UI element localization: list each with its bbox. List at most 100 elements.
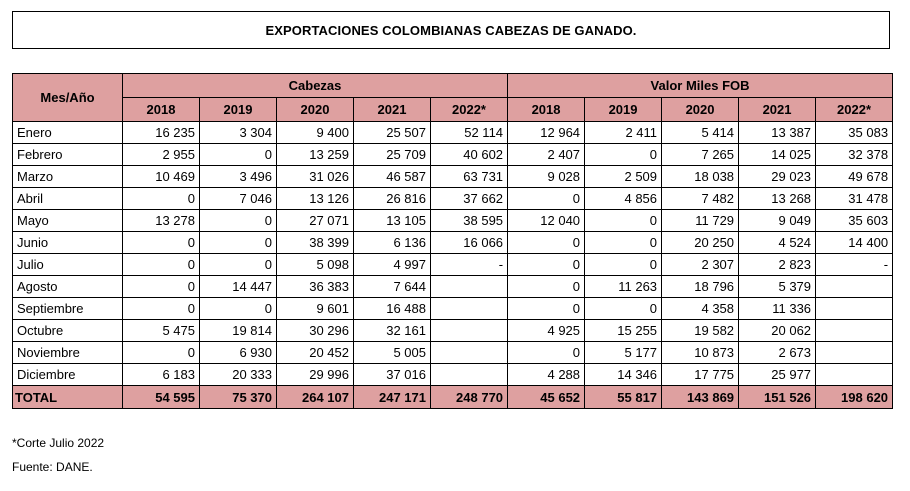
valor-value-cell: 17 775 (661, 363, 740, 386)
valor-value-cell: 0 (507, 253, 586, 276)
valor-value-cell: 20 062 (738, 319, 817, 342)
valor-value-cell: 0 (507, 297, 586, 320)
valor-value-cell: 49 678 (815, 165, 894, 188)
cabezas-value-cell: 0 (199, 297, 277, 320)
table-row: Febrero 2 955 0 13 259 25 709 40 602 2 407 0 7 2… (12, 143, 894, 166)
valor-value-cell: 4 925 (507, 319, 586, 342)
cabezas-year-header: 2020 (276, 97, 354, 122)
cabezas-value-cell (429, 363, 509, 386)
cabezas-year-header: 2019 (199, 97, 277, 122)
cabezas-value-cell: 40 602 (429, 143, 509, 166)
cabezas-year-header: 2018 (122, 97, 200, 122)
valor-value-cell: 2 411 (584, 121, 663, 144)
total-valor-cell: 198 620 (815, 385, 894, 409)
cabezas-value-cell: 6 183 (122, 363, 200, 386)
valor-value-cell: 31 478 (815, 187, 894, 210)
valor-value-cell: 14 025 (738, 143, 817, 166)
total-valor-cell: 151 526 (738, 385, 817, 409)
table-row: Abril 0 7 046 13 126 26 816 37 662 0 4 856 7 482… (12, 187, 894, 210)
cabezas-value-cell: 14 447 (199, 275, 277, 298)
cabezas-value-cell: 0 (199, 143, 277, 166)
footnote-fuente: Fuente: DANE. (12, 460, 93, 474)
valor-value-cell: 9 028 (507, 165, 586, 188)
month-cell: Noviembre (12, 341, 123, 364)
cabezas-year-header: 2022* (429, 97, 509, 122)
cabezas-value-cell: - (429, 253, 509, 276)
valor-value-cell: 0 (507, 187, 586, 210)
valor-year-header: 2019 (584, 97, 663, 122)
table-title-box: EXPORTACIONES COLOMBIANAS CABEZAS DE GAN… (12, 11, 890, 49)
valor-value-cell: 4 524 (738, 231, 817, 254)
cabezas-value-cell: 0 (122, 253, 200, 276)
cabezas-value-cell: 13 278 (122, 209, 200, 232)
cabezas-value-cell: 9 601 (276, 297, 354, 320)
valor-group-header: Valor Miles FOB (507, 73, 894, 98)
table-row: Julio 0 0 5 098 4 997-0 0 2 307 2 823- (12, 253, 894, 276)
footnote-corte: *Corte Julio 2022 (12, 436, 105, 450)
valor-value-cell: 2 673 (738, 341, 817, 364)
valor-value-cell: 29 023 (738, 165, 817, 188)
total-cabezas-cell: 247 171 (353, 385, 431, 409)
valor-value-cell (815, 275, 894, 298)
table-row: Enero 16 235 3 304 9 400 25 507 52 114 12 964 2… (12, 121, 894, 144)
valor-value-cell (815, 341, 894, 364)
valor-value-cell: 12 040 (507, 209, 586, 232)
valor-value-cell: 2 307 (661, 253, 740, 276)
total-valor-cell: 45 652 (507, 385, 586, 409)
cabezas-value-cell: 0 (122, 341, 200, 364)
valor-value-cell: 25 977 (738, 363, 817, 386)
cabezas-value-cell: 13 126 (276, 187, 354, 210)
cabezas-value-cell: 2 955 (122, 143, 200, 166)
cabezas-value-cell: 30 296 (276, 319, 354, 342)
valor-value-cell: 12 964 (507, 121, 586, 144)
valor-value-cell: 11 336 (738, 297, 817, 320)
table-row: Junio 0 0 38 399 6 136 16 066 0 0 20 250 4 524 14 … (12, 231, 894, 254)
cabezas-value-cell: 37 662 (429, 187, 509, 210)
valor-value-cell: 5 414 (661, 121, 740, 144)
cabezas-value-cell: 3 304 (199, 121, 277, 144)
cabezas-value-cell: 0 (199, 209, 277, 232)
valor-value-cell: 4 856 (584, 187, 663, 210)
valor-value-cell: 32 378 (815, 143, 894, 166)
valor-year-header: 2020 (661, 97, 740, 122)
month-cell: Septiembre (12, 297, 123, 320)
valor-value-cell: 0 (584, 209, 663, 232)
total-row: TOTAL 54 595 75 370 264 107 247 171 248 770 45… (12, 385, 894, 409)
cabezas-value-cell: 4 997 (353, 253, 431, 276)
cabezas-value-cell: 38 399 (276, 231, 354, 254)
table-row: Agosto 0 14 447 36 383 7 644 0 11 263 18 796 5 3… (12, 275, 894, 298)
cabezas-value-cell: 52 114 (429, 121, 509, 144)
valor-value-cell: 20 250 (661, 231, 740, 254)
valor-value-cell: 4 358 (661, 297, 740, 320)
cabezas-value-cell: 7 644 (353, 275, 431, 298)
cabezas-value-cell: 63 731 (429, 165, 509, 188)
valor-year-header: 2018 (507, 97, 586, 122)
valor-value-cell: 5 177 (584, 341, 663, 364)
cabezas-value-cell: 46 587 (353, 165, 431, 188)
cabezas-value-cell (429, 275, 509, 298)
cabezas-value-cell: 0 (122, 275, 200, 298)
table-title: EXPORTACIONES COLOMBIANAS CABEZAS DE GAN… (265, 22, 637, 38)
valor-value-cell: 13 268 (738, 187, 817, 210)
cabezas-value-cell (429, 319, 509, 342)
cabezas-value-cell: 37 016 (353, 363, 431, 386)
cabezas-value-cell: 25 709 (353, 143, 431, 166)
valor-value-cell: 0 (584, 143, 663, 166)
cabezas-value-cell: 10 469 (122, 165, 200, 188)
cabezas-value-cell: 19 814 (199, 319, 277, 342)
month-cell: Febrero (12, 143, 123, 166)
valor-year-header: 2022* (815, 97, 894, 122)
valor-value-cell: 0 (584, 231, 663, 254)
month-cell: Marzo (12, 165, 123, 188)
cabezas-value-cell: 5 005 (353, 341, 431, 364)
cabezas-value-cell: 6 930 (199, 341, 277, 364)
cabezas-value-cell (429, 297, 509, 320)
month-cell: Junio (12, 231, 123, 254)
month-cell: Abril (12, 187, 123, 210)
total-cabezas-cell: 264 107 (276, 385, 354, 409)
total-valor-cell: 55 817 (584, 385, 663, 409)
table-header: Mes/Año Cabezas Valor Miles FOB 2018 2019… (12, 73, 894, 122)
valor-value-cell: 18 796 (661, 275, 740, 298)
cabezas-group-header: Cabezas (121, 73, 509, 98)
valor-value-cell: 13 387 (738, 121, 817, 144)
